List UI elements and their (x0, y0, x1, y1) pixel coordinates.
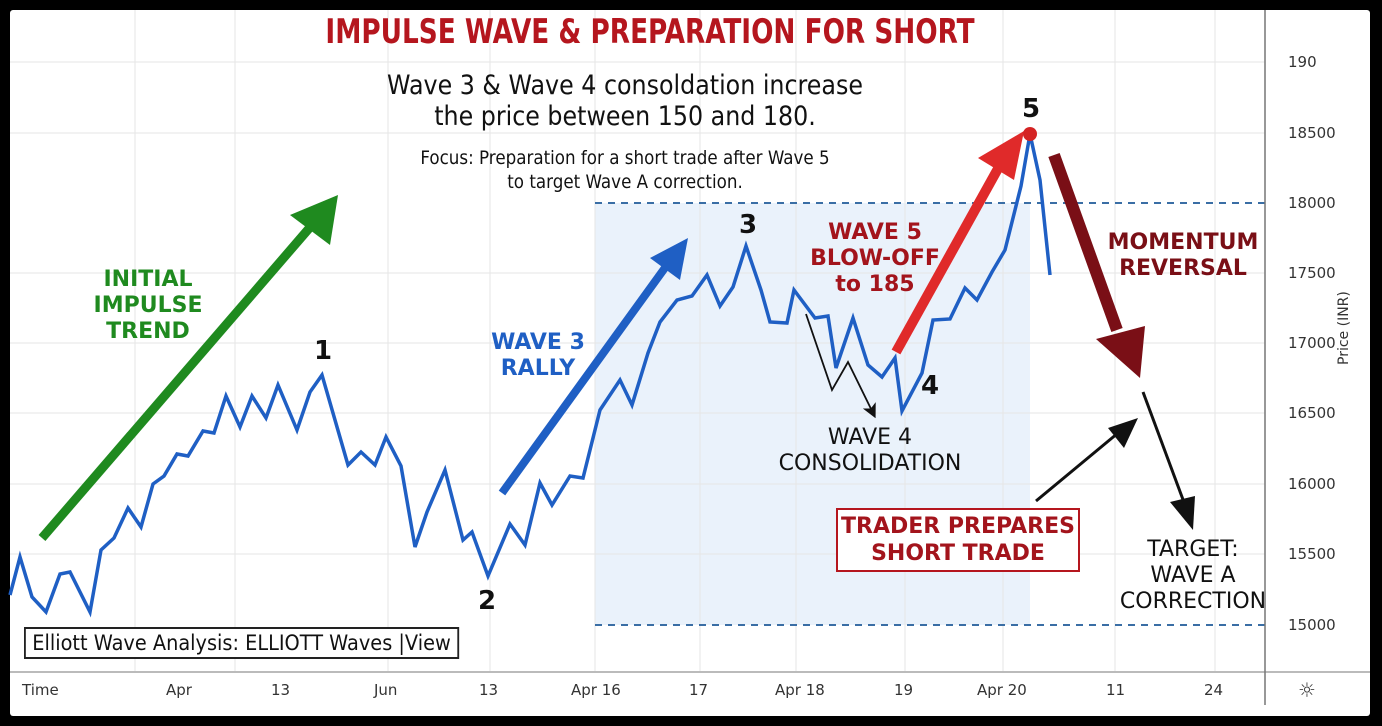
y-tick: 15500 (1288, 545, 1336, 563)
annotation-line: SHORT TRADE (871, 541, 1045, 566)
annotation-line: to 185 (835, 272, 915, 297)
annotation-line: MOMENTUM (1107, 230, 1259, 255)
annotation-line: INITIAL (103, 267, 193, 292)
y-tick: 17500 (1288, 264, 1336, 282)
annotation-wave3-rally: WAVE 3 RALLY (478, 330, 598, 382)
legend-label[interactable]: Elliott Wave Analysis: ELLIOTT Waves |Vi… (24, 627, 460, 659)
annotation-line: WAVE 5 (828, 220, 922, 245)
x-tick: 13 (271, 681, 291, 699)
impulse-trend-arrow (38, 195, 338, 541)
y-tick: 15000 (1288, 616, 1336, 634)
focus-line-2: to target Wave A correction. (507, 171, 743, 193)
target-down-arrow (1141, 391, 1195, 530)
y-tick: 18500 (1288, 124, 1336, 142)
annotation-initial-impulse: INITIAL IMPULSE TREND (88, 267, 208, 345)
annotation-line: WAVE A (1150, 563, 1236, 588)
wave-label-2: 2 (478, 586, 497, 616)
x-tick: Apr 16 (571, 681, 621, 699)
trader-to-target-arrow (1035, 418, 1138, 503)
annotation-line: TRADER PREPARES (841, 514, 1075, 539)
annotation-line: WAVE 4 (827, 425, 913, 450)
focus-note: Focus: Preparation for a short trade aft… (339, 146, 911, 194)
annotation-line: BLOW-OFF (810, 246, 940, 271)
subtitle-line-2: the price between 150 and 180. (434, 101, 816, 132)
x-tick: 11 (1106, 681, 1126, 699)
x-tick: 19 (894, 681, 914, 699)
y-tick: 17000 (1288, 334, 1336, 352)
wave5-peak-marker (1023, 127, 1037, 141)
wave5-blowoff-arrow (891, 131, 1024, 355)
wave-label-5: 5 (1022, 94, 1041, 124)
trader-prepares-box: TRADER PREPARES SHORT TRADE (836, 508, 1080, 572)
x-tick: 24 (1204, 681, 1224, 699)
y-tick: 16000 (1288, 475, 1336, 493)
y-tick: 16500 (1288, 404, 1336, 422)
annotation-wave4-consolidation: WAVE 4 CONSOLIDATION (760, 425, 980, 477)
annotation-line: WAVE 3 (491, 330, 585, 355)
y-tick: 18000 (1288, 194, 1336, 212)
chart-subtitle: Wave 3 & Wave 4 consoldation increase th… (339, 70, 911, 132)
x-tick: Time (22, 681, 59, 699)
x-tick: Apr 20 (977, 681, 1027, 699)
annotation-line: CONSOLIDATION (778, 451, 962, 476)
annotation-wave5-blowoff: WAVE 5 BLOW-OFF to 185 (800, 220, 950, 298)
chart-title: IMPULSE WAVE & PREPARATION FOR SHORT (325, 12, 975, 52)
focus-line-1: Focus: Preparation for a short trade aft… (420, 147, 830, 169)
wave-label-1: 1 (314, 336, 333, 366)
y-axis-label: Price (INR) (1336, 291, 1352, 365)
wave3-rally-arrow (498, 238, 688, 496)
annotation-line: TARGET: (1147, 537, 1239, 562)
annotation-line: TREND (106, 319, 190, 344)
annotation-line: IMPULSE (93, 293, 203, 318)
momentum-reversal-arrow (1048, 152, 1145, 378)
annotation-line: RALLY (500, 356, 576, 381)
wave-label-3: 3 (739, 210, 758, 240)
x-tick: Apr 18 (775, 681, 825, 699)
x-tick: Jun (374, 681, 398, 699)
wave-label-4: 4 (921, 371, 940, 401)
annotation-target-wave-a: TARGET: WAVE A CORRECTION (1118, 537, 1268, 615)
y-tick: 190 (1288, 53, 1317, 71)
subtitle-line-1: Wave 3 & Wave 4 consoldation increase (387, 70, 863, 101)
x-tick: 17 (689, 681, 709, 699)
wave4-zigzag-arrow (805, 313, 876, 419)
annotation-line: CORRECTION (1119, 589, 1267, 614)
annotation-line: REVERSAL (1119, 256, 1247, 281)
annotation-momentum-reversal: MOMENTUM REVERSAL (1098, 230, 1268, 282)
x-tick: Apr (166, 681, 192, 699)
x-tick: 13 (479, 681, 499, 699)
price-line (8, 133, 1052, 618)
gear-icon[interactable]: ☼ (1298, 678, 1316, 702)
